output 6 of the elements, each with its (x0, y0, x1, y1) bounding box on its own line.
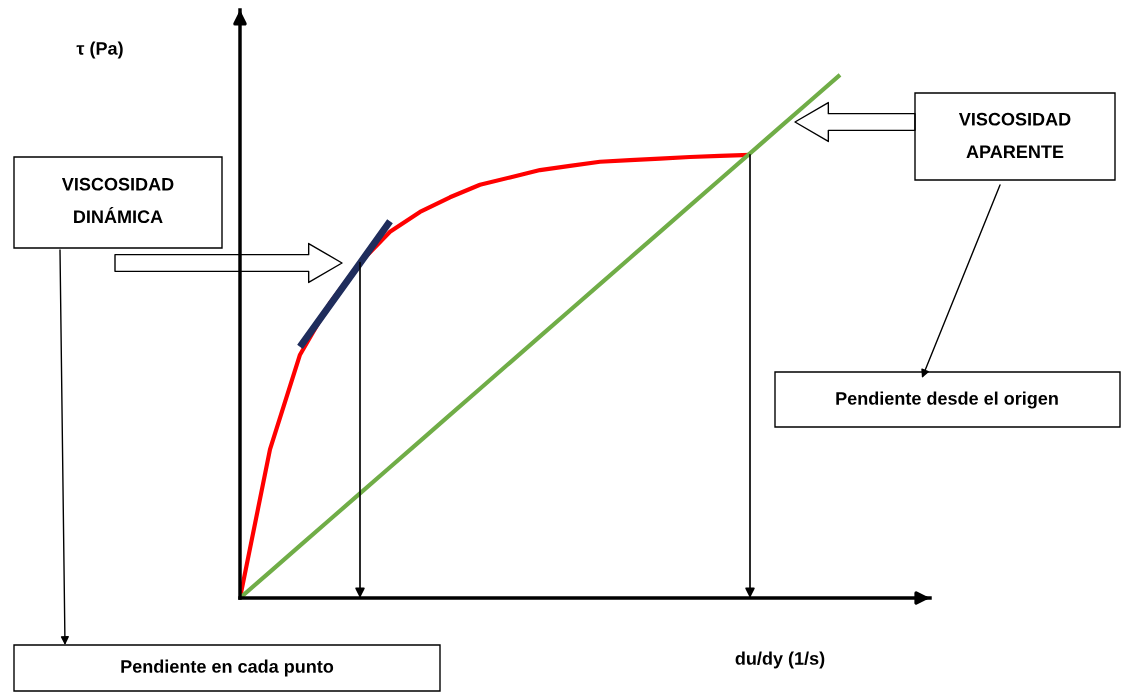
annotation: Pendiente desde el origen (836, 391, 1058, 409)
x-axis-title: du/dy (1/s) (735, 651, 825, 669)
text: Pendiente en cada punto (121, 659, 334, 677)
text: VISCOSIDAD DINÁMICA (61, 177, 174, 224)
text: τ (Pa) (76, 41, 123, 59)
text: VISCOSIDAD APARENTE (958, 112, 1071, 158)
